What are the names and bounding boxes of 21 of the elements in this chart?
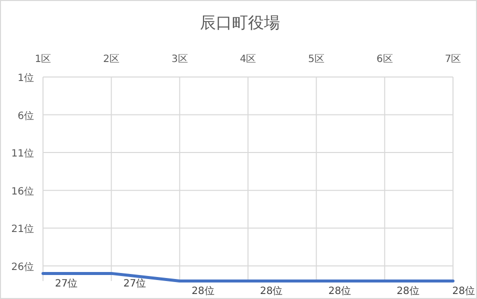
- y-tick-label: 21位: [11, 223, 34, 236]
- x-tick-label: 4区: [240, 54, 256, 65]
- data-label: 28位: [328, 285, 352, 297]
- data-label: 28位: [192, 285, 214, 297]
- x-tick-label: 7区: [444, 54, 462, 65]
- data-label: 28位: [452, 285, 475, 297]
- data-label: 27位: [123, 277, 146, 290]
- y-tick-label: 11位: [11, 148, 34, 160]
- chart-title: 辰口町役場: [200, 13, 280, 32]
- x-tick-label: 6区: [376, 54, 393, 65]
- data-label: 28位: [260, 285, 283, 297]
- data-label: 27位: [55, 277, 78, 290]
- x-tick-label: 2区: [103, 54, 120, 65]
- y-tick-label: 26位: [11, 260, 34, 273]
- y-tick-label: 1位: [18, 72, 34, 84]
- data-label: 28位: [396, 285, 420, 297]
- y-tick-label: 6位: [18, 110, 34, 122]
- x-tick-label: 1区: [34, 54, 52, 65]
- x-tick-label: 3区: [171, 54, 188, 65]
- x-tick-label: 5区: [308, 54, 325, 65]
- y-tick-label: 16位: [11, 185, 34, 198]
